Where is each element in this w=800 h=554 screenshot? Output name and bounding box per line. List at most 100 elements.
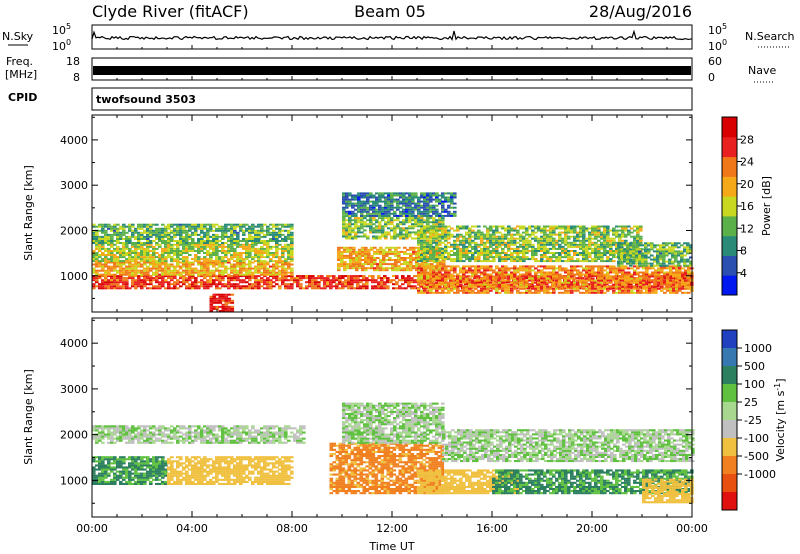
data-cell xyxy=(245,223,249,226)
data-cell xyxy=(516,289,520,292)
data-cell xyxy=(432,237,436,240)
data-cell xyxy=(215,227,219,230)
sky-axis-ticks xyxy=(91,45,693,49)
data-cell xyxy=(555,256,559,259)
data-cell xyxy=(444,225,448,228)
data-cell xyxy=(245,277,249,280)
data-cell xyxy=(386,287,390,290)
data-cell xyxy=(582,239,586,242)
data-cell xyxy=(396,198,400,201)
data-cell xyxy=(248,247,252,250)
data-cell xyxy=(387,214,391,217)
data-cell xyxy=(342,225,346,228)
data-cell xyxy=(495,289,499,292)
data-cell xyxy=(348,194,352,197)
data-cell xyxy=(441,279,445,282)
data-cell xyxy=(429,277,433,280)
data-cell xyxy=(203,227,207,230)
data-cell xyxy=(432,252,436,254)
cpid-panel: CPID twofsound 3503 xyxy=(8,87,693,111)
data-cell xyxy=(483,291,487,294)
data-cell xyxy=(101,247,105,250)
data-cell xyxy=(600,252,604,254)
data-cell xyxy=(426,260,430,263)
data-cell xyxy=(549,227,553,230)
data-cell xyxy=(479,279,483,282)
data-cell xyxy=(409,246,413,249)
data-cell xyxy=(95,225,99,228)
data-cell xyxy=(534,258,538,261)
data-cell xyxy=(188,238,192,240)
data-cell xyxy=(122,263,126,266)
data-cell xyxy=(242,243,246,246)
data-cell xyxy=(200,271,204,274)
data-cell xyxy=(420,281,424,284)
data-cell xyxy=(462,225,466,228)
data-cell xyxy=(459,267,463,270)
data-cell xyxy=(161,227,165,230)
data-cell xyxy=(588,241,592,244)
data-cell xyxy=(495,291,499,294)
data-cell xyxy=(348,202,352,205)
data-cell xyxy=(406,257,410,259)
data-cell xyxy=(176,252,180,254)
data-cell xyxy=(360,219,364,222)
data-cell xyxy=(441,231,445,234)
data-cell xyxy=(170,240,174,242)
data-cell xyxy=(561,239,565,242)
data-cell xyxy=(624,239,628,242)
data-cell xyxy=(447,252,451,254)
data-cell xyxy=(347,275,351,278)
data-cell xyxy=(394,263,398,266)
data-cell xyxy=(462,247,466,250)
data-cell xyxy=(447,283,451,286)
data-cell xyxy=(531,250,535,252)
data-cell xyxy=(170,243,174,246)
data-cell xyxy=(399,196,403,199)
data-cell xyxy=(378,221,382,224)
data-cell xyxy=(245,275,249,278)
data-cell xyxy=(441,252,445,254)
data-cell xyxy=(357,196,361,199)
data-cell xyxy=(152,260,156,263)
data-cell xyxy=(227,285,231,288)
data-cell xyxy=(170,260,174,263)
data-cell xyxy=(272,275,276,278)
data-cell xyxy=(167,231,171,234)
data-cell xyxy=(480,235,484,238)
data-cell xyxy=(248,245,252,248)
data-cell xyxy=(110,227,114,230)
data-cell xyxy=(95,273,99,276)
data-cell xyxy=(380,277,384,280)
data-cell xyxy=(379,269,383,272)
data-cell xyxy=(486,269,490,272)
data-cell xyxy=(406,248,410,251)
data-cell xyxy=(149,227,153,230)
data-cell xyxy=(507,225,511,228)
data-cell xyxy=(363,204,367,207)
data-cell xyxy=(370,246,374,249)
data-cell xyxy=(218,225,222,228)
data-cell xyxy=(369,204,373,207)
data-cell xyxy=(149,223,153,226)
data-cell xyxy=(287,223,291,226)
data-cell xyxy=(218,245,222,248)
data-cell xyxy=(501,258,505,261)
data-cell xyxy=(143,231,147,234)
data-cell xyxy=(519,287,523,290)
freq-panel: Freq. [MHz] 18 8 60 0 Nave xyxy=(5,55,776,84)
data-cell xyxy=(435,265,439,268)
data-cell xyxy=(483,233,487,236)
data-cell xyxy=(209,263,213,266)
data-cell xyxy=(396,217,400,220)
data-cell xyxy=(375,200,379,203)
data-cell xyxy=(570,250,574,252)
data-cell xyxy=(107,227,111,230)
data-cell xyxy=(104,231,108,234)
data-cell xyxy=(179,258,183,261)
data-cell xyxy=(155,231,159,234)
data-cell xyxy=(191,281,195,284)
data-cell xyxy=(423,231,427,234)
data-cell xyxy=(405,229,409,232)
data-cell xyxy=(209,277,213,280)
